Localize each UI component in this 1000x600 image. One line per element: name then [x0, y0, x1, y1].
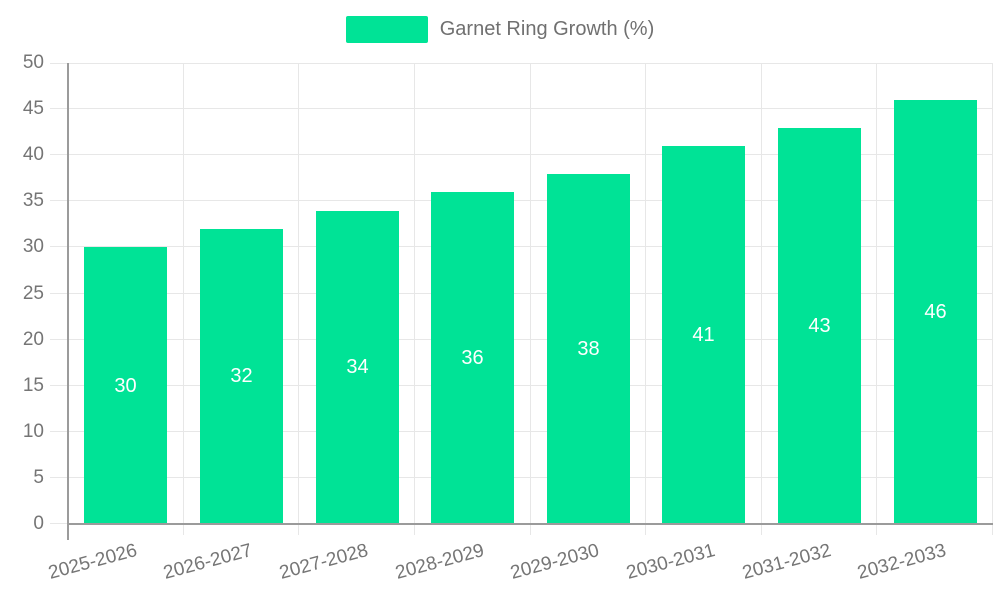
y-tick-label: 50 [22, 52, 44, 73]
bar[interactable] [662, 146, 745, 524]
y-tick-label: 30 [22, 236, 44, 257]
y-gridline [50, 339, 993, 340]
bar-value-label: 38 [577, 338, 600, 360]
y-tick-label: 45 [22, 98, 44, 119]
x-gridline [876, 63, 877, 535]
y-gridline [50, 200, 993, 201]
y-gridline [50, 154, 993, 155]
legend-swatch [345, 16, 428, 43]
bar-value-label: 32 [230, 365, 253, 387]
y-gridline [50, 293, 993, 294]
y-gridline [50, 63, 993, 64]
bar-value-label: 30 [114, 375, 137, 397]
bar-value-label: 43 [808, 315, 831, 337]
x-gridline [183, 63, 184, 535]
bar[interactable] [778, 128, 861, 524]
y-gridline [50, 108, 993, 109]
y-gridline [50, 385, 993, 386]
legend-label: Garnet Ring Growth (%) [439, 18, 655, 40]
bar[interactable] [316, 211, 399, 524]
x-gridline [761, 63, 762, 535]
y-axis-line [67, 63, 69, 540]
bar-value-label: 36 [461, 347, 484, 369]
x-gridline [530, 63, 531, 535]
x-gridline [298, 63, 299, 535]
y-tick-label: 20 [22, 329, 44, 350]
legend[interactable]: Garnet Ring Growth (%) [0, 16, 1000, 43]
bar[interactable] [894, 100, 977, 524]
x-gridline [992, 63, 993, 535]
y-tick-label: 25 [22, 283, 44, 304]
y-tick-label: 10 [22, 421, 44, 442]
bar[interactable] [547, 174, 630, 524]
y-tick-label: 40 [22, 144, 44, 165]
y-tick-label: 5 [33, 467, 44, 488]
bar-value-label: 46 [924, 301, 947, 323]
y-gridline [50, 246, 993, 247]
bar[interactable] [84, 247, 167, 524]
plot-area: 0 5 10 15 20 25 30 35 40 45 50 30 2025-2026 32 2026-20… [23, 52, 993, 584]
y-tick-label: 15 [22, 375, 44, 396]
bar-value-label: 34 [346, 356, 369, 378]
bar[interactable] [200, 229, 283, 524]
bar-value-label: 41 [692, 324, 715, 346]
x-axis-line [68, 523, 993, 525]
y-gridline [50, 477, 993, 478]
y-tick-label: 35 [22, 190, 44, 211]
y-tick-label: 0 [33, 513, 44, 534]
bar[interactable] [431, 192, 514, 524]
y-gridline [50, 431, 993, 432]
x-gridline [645, 63, 646, 535]
x-gridline [414, 63, 415, 535]
